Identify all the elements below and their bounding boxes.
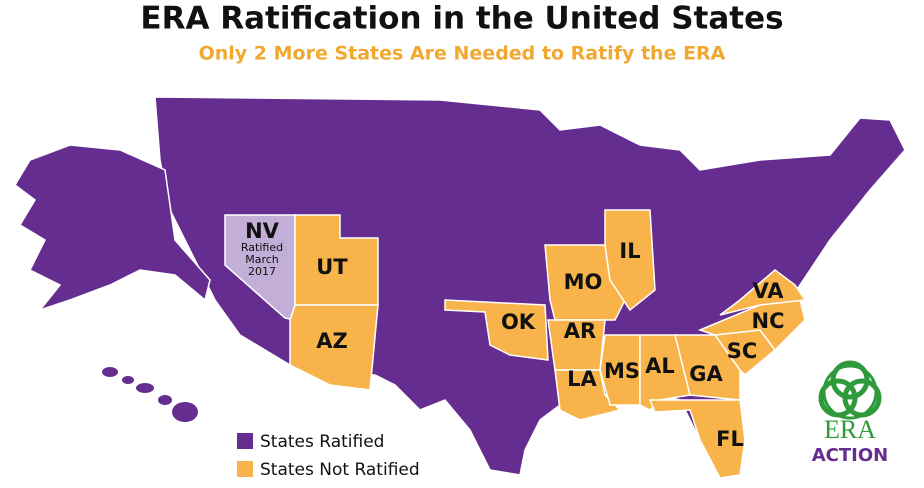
state <box>122 376 134 384</box>
state-note: Ratified <box>241 241 283 254</box>
legend: States Ratified States Not Ratified <box>237 432 420 480</box>
state <box>14 144 211 312</box>
state-label: NC <box>752 309 785 333</box>
legend-label: States Not Ratified <box>260 460 420 480</box>
state-label: AL <box>645 354 675 378</box>
legend-swatch <box>237 461 253 477</box>
state <box>599 334 641 406</box>
state-label: AZ <box>316 329 347 353</box>
state-note: 2017 <box>248 265 276 278</box>
logo-text: ERA <box>824 415 876 444</box>
state-label: GA <box>689 362 723 386</box>
state <box>136 383 154 393</box>
state-label: MS <box>604 359 640 383</box>
state <box>102 367 118 377</box>
state-label: OK <box>501 310 536 334</box>
legend-label: States Ratified <box>260 432 384 452</box>
state-label: MO <box>564 270 603 294</box>
subtitle: Only 2 More States Are Needed to Ratify … <box>199 43 726 65</box>
state <box>648 399 746 479</box>
state-label: FL <box>716 427 744 451</box>
state <box>719 269 807 316</box>
state-label: NV <box>245 219 280 243</box>
state <box>158 395 172 405</box>
map <box>14 96 906 479</box>
state-label: VA <box>752 279 784 303</box>
state-label: IL <box>619 239 640 263</box>
state-label: AR <box>564 319 596 343</box>
state-note: March <box>245 253 279 266</box>
logo-text: ACTION <box>812 445 888 466</box>
state-label: UT <box>316 255 348 279</box>
title: ERA Ratification in the United States <box>140 1 783 37</box>
legend-swatch <box>237 433 253 449</box>
state <box>172 402 198 422</box>
state <box>674 334 741 401</box>
state <box>604 209 656 312</box>
state <box>444 299 549 361</box>
state-label: LA <box>567 367 597 391</box>
state-label: SC <box>727 339 758 363</box>
logo <box>818 360 882 420</box>
state <box>289 304 379 391</box>
